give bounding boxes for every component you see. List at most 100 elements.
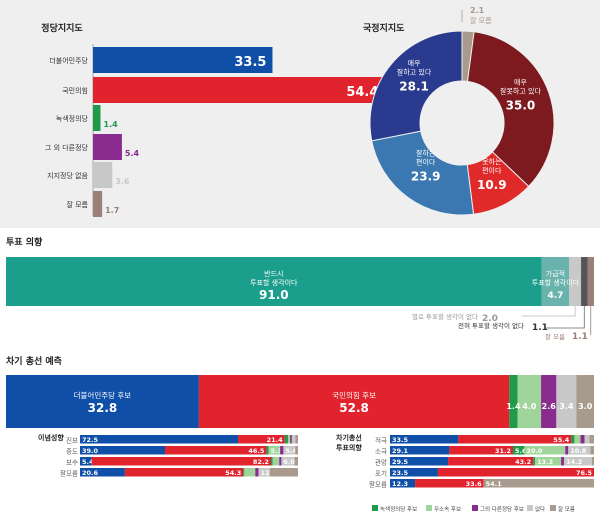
turnout-row-label: 소극 [375,448,387,456]
vote-intention-segment [569,257,582,306]
ideology-segment [270,457,273,466]
ideology-value: 5.4 [285,447,297,455]
turnout-segment [390,446,450,455]
vote-callout-label: 잘 모름 [545,333,565,341]
ideology-segment [295,446,298,455]
next-election-small-value: 4.0 [522,402,537,411]
turnout-value: 12.3 [392,480,408,488]
ideology-segment [80,435,239,444]
pie-slice-label: 매우 [408,60,421,68]
turnout-segment [574,435,581,444]
pie-slice-value: 28.1 [399,80,429,94]
pie-slice-label: 잘못하고 있다 [500,86,541,95]
turnout-value: 54.1 [486,480,503,488]
ideology-segment [258,468,270,477]
ideology-row-label: 중도 [66,448,78,456]
pie-slice [466,31,555,188]
legend-label: 무소속 후보 [434,505,461,513]
party-bar [93,134,122,160]
turnout-segment [390,435,459,444]
pie-slice-value: 23.9 [411,169,441,183]
party-label: 녹색정의당 [56,114,89,123]
next-election-label: 국민의힘 후보 [332,390,376,400]
next-election-small-value: 2.6 [542,402,557,411]
ideology-value: 46.5 [248,447,265,455]
turnout-segment [449,446,514,455]
party-bar [93,162,113,188]
turnout-value: 13.2 [537,458,553,466]
vote-intention-segment [587,257,594,306]
ideology-segment [238,435,285,444]
turnout-value: 33.6 [466,480,483,488]
pie-slice-label: 못하는 [482,157,502,166]
party-value-label: 5.4 [125,149,140,158]
turnout-value: 20.0 [526,447,543,455]
next-election-segment [517,375,542,428]
ideology-value: 72.5 [82,436,99,444]
turnout-title: 투표의향 [336,443,362,452]
turnout-value: 31.2 [495,447,511,455]
turnout-segment [390,468,438,477]
next-election-value: 52.8 [339,401,369,415]
ideology-segment [80,468,125,477]
legend-swatch [472,505,478,511]
turnout-value: 14.2 [566,458,582,466]
ideology-segment [80,446,166,455]
next-election-small-value: 1.4 [506,402,521,411]
ideology-segment [165,446,267,455]
turnout-value: 5.6 [515,447,527,455]
ideology-segment [284,435,288,444]
turnout-value: 43.2 [515,458,531,466]
next-election-segment [556,375,577,428]
ideology-value: 5.3 [271,447,283,455]
ideology-segment [291,435,296,444]
next-election-label: 더불어민주당 후보 [74,390,132,400]
turnout-segment [415,479,484,488]
ideology-title: 이념성향 [38,433,64,442]
vote-intention-segment [581,257,588,306]
turnout-segment [535,457,562,466]
turnout-segment [524,446,566,455]
ideology-value: 39.0 [82,447,99,455]
ideology-segment [124,468,244,477]
pie-slice-label: 편이다 [416,157,436,166]
party-value-label: 54.4 [346,85,378,100]
legend-label: 그외 다른정당 후보 [480,505,524,513]
party-value-label: 3.6 [115,177,130,186]
ideology-segment [80,457,92,466]
vote-callout-line [546,306,585,329]
next-election-value: 32.8 [88,401,118,415]
turnout-value: 23.5 [392,469,409,477]
vote-main-value: 91.0 [259,288,289,302]
ideology-segment [244,468,256,477]
ideology-segment [287,435,291,444]
party-label: 잘 모름 [66,201,88,209]
pie-slice [369,30,463,142]
legend-swatch [550,505,556,511]
vote-intention-segment [6,257,542,306]
turnout-title: 차기총선 [336,433,362,442]
turnout-value: 10.8 [570,447,587,455]
pie-slice-label: 편이다 [482,166,502,175]
vote-callout-value: 1.1 [572,332,588,342]
ideology-segment [268,446,281,455]
turnout-segment [390,457,449,466]
vote-callout-label: 전혀 투표할 생각이 없다 [458,321,524,330]
ideology-segment [295,435,298,444]
turnout-row-label: 잘모름 [369,481,387,489]
turnout-row-label: 관망 [375,458,387,467]
party-bar [93,77,385,103]
turnout-segment [571,435,575,444]
ideology-segment [272,457,280,466]
ideology-segment [269,468,298,477]
next-election-segment [576,375,594,428]
turnout-segment [390,479,416,488]
vote-intention-segment [541,257,570,306]
turnout-segment [533,457,536,466]
pie-slice-label: 매우 [514,78,527,86]
party-label: 국민의힘 [62,86,88,95]
ideology-value: 12.9 [261,469,278,477]
ideology-value: 21.4 [267,436,284,444]
